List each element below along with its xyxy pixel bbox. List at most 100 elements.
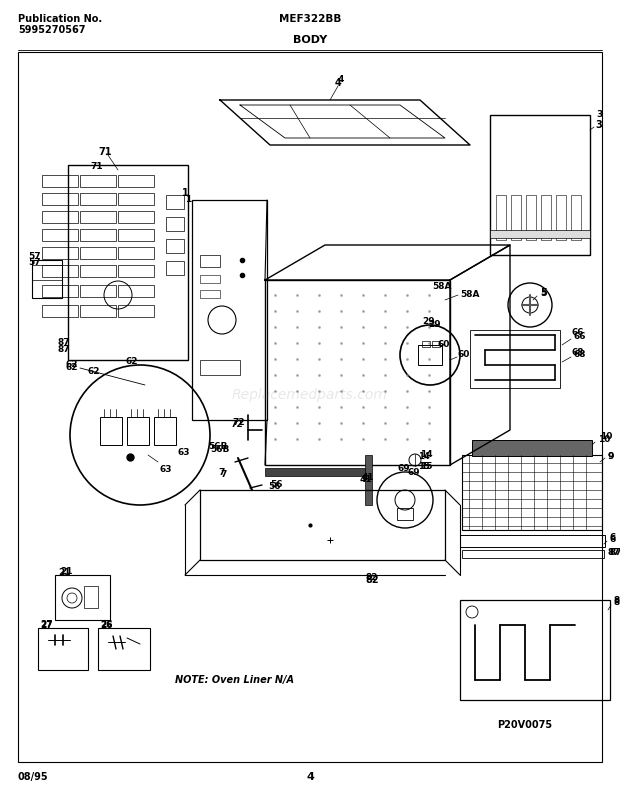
Bar xyxy=(80,305,116,317)
Bar xyxy=(526,195,536,240)
Text: 26: 26 xyxy=(100,621,112,630)
Text: 7: 7 xyxy=(220,470,226,479)
Bar xyxy=(42,193,78,205)
Bar xyxy=(265,280,450,465)
Bar xyxy=(397,508,413,520)
Bar xyxy=(166,195,184,209)
Text: 56: 56 xyxy=(270,480,283,489)
Bar xyxy=(80,175,116,187)
Text: 62: 62 xyxy=(125,357,138,366)
Text: 69: 69 xyxy=(408,468,420,477)
Bar xyxy=(55,575,110,620)
Bar xyxy=(200,255,220,267)
Bar xyxy=(18,52,602,762)
Text: 3: 3 xyxy=(596,110,602,119)
Bar xyxy=(80,211,116,223)
Text: 66: 66 xyxy=(572,328,585,337)
Text: 63: 63 xyxy=(160,465,172,474)
Bar xyxy=(166,261,184,275)
Text: 5: 5 xyxy=(540,288,546,297)
Bar xyxy=(462,550,604,558)
Bar xyxy=(496,195,506,240)
Text: 62: 62 xyxy=(88,367,100,376)
Bar xyxy=(42,211,78,223)
Text: 87: 87 xyxy=(58,338,71,347)
Bar xyxy=(200,360,240,375)
Bar xyxy=(42,229,78,241)
Text: P20V0075: P20V0075 xyxy=(497,720,552,730)
Bar xyxy=(80,193,116,205)
Bar xyxy=(80,285,116,297)
Text: 3: 3 xyxy=(595,120,602,130)
Bar xyxy=(490,230,590,238)
Text: 68: 68 xyxy=(573,350,585,359)
Text: 29: 29 xyxy=(428,320,441,329)
Bar xyxy=(365,455,372,505)
Text: 82: 82 xyxy=(365,575,379,585)
Bar xyxy=(118,175,154,187)
Bar xyxy=(200,290,220,298)
Text: 21: 21 xyxy=(58,568,71,577)
Text: 27: 27 xyxy=(40,620,53,629)
Text: BODY: BODY xyxy=(293,35,327,45)
Bar xyxy=(100,417,122,445)
Text: 58A: 58A xyxy=(460,290,479,299)
Bar xyxy=(32,260,62,298)
Text: 62: 62 xyxy=(65,363,78,372)
Text: 27: 27 xyxy=(40,621,53,630)
Bar xyxy=(42,175,78,187)
Text: 69: 69 xyxy=(397,464,410,473)
Bar xyxy=(98,628,150,670)
Text: 5: 5 xyxy=(540,288,547,298)
Text: 71: 71 xyxy=(98,147,112,157)
Bar xyxy=(38,628,88,670)
Text: 15: 15 xyxy=(418,462,430,471)
Bar xyxy=(470,330,560,388)
Text: 4: 4 xyxy=(306,772,314,782)
Text: Replacemedparts.com: Replacemedparts.com xyxy=(232,388,388,402)
Text: 1: 1 xyxy=(185,195,191,204)
Bar xyxy=(80,265,116,277)
Text: 66: 66 xyxy=(573,332,585,341)
Bar xyxy=(118,247,154,259)
Text: 29: 29 xyxy=(422,317,435,326)
Bar xyxy=(265,468,365,476)
Text: MEF322BB: MEF322BB xyxy=(279,14,341,24)
Text: 71: 71 xyxy=(90,162,103,171)
Text: 56B: 56B xyxy=(210,445,229,454)
Text: 08/95: 08/95 xyxy=(18,772,48,782)
Bar xyxy=(511,195,521,240)
Text: NOTE: Oven Liner N/A: NOTE: Oven Liner N/A xyxy=(175,675,294,685)
Text: 8: 8 xyxy=(614,598,620,607)
Text: 87: 87 xyxy=(610,548,620,557)
Text: 41: 41 xyxy=(362,473,374,482)
Text: 87: 87 xyxy=(58,345,71,354)
Text: 57: 57 xyxy=(28,252,41,261)
Text: 41: 41 xyxy=(360,475,373,484)
Text: 87: 87 xyxy=(608,548,620,557)
Text: 10: 10 xyxy=(600,432,613,441)
Bar xyxy=(68,165,188,360)
Text: Publication No.: Publication No. xyxy=(18,14,102,24)
Text: 26: 26 xyxy=(100,620,112,629)
Text: 6: 6 xyxy=(610,535,616,544)
Bar xyxy=(118,229,154,241)
Text: 56B: 56B xyxy=(208,442,228,451)
Bar xyxy=(42,285,78,297)
Bar xyxy=(422,341,430,347)
Text: 57: 57 xyxy=(28,258,41,267)
Text: 10: 10 xyxy=(598,435,610,444)
Text: 60: 60 xyxy=(458,350,471,359)
Text: 8: 8 xyxy=(614,596,620,605)
Bar xyxy=(432,341,440,347)
Bar xyxy=(541,195,551,240)
Bar xyxy=(571,195,581,240)
Bar xyxy=(118,265,154,277)
Bar xyxy=(490,115,590,255)
Text: 68: 68 xyxy=(572,348,585,357)
Text: 56: 56 xyxy=(268,482,280,491)
Text: 14: 14 xyxy=(418,452,430,461)
Text: 21: 21 xyxy=(60,567,73,576)
Text: 4: 4 xyxy=(335,78,342,88)
Bar xyxy=(42,305,78,317)
